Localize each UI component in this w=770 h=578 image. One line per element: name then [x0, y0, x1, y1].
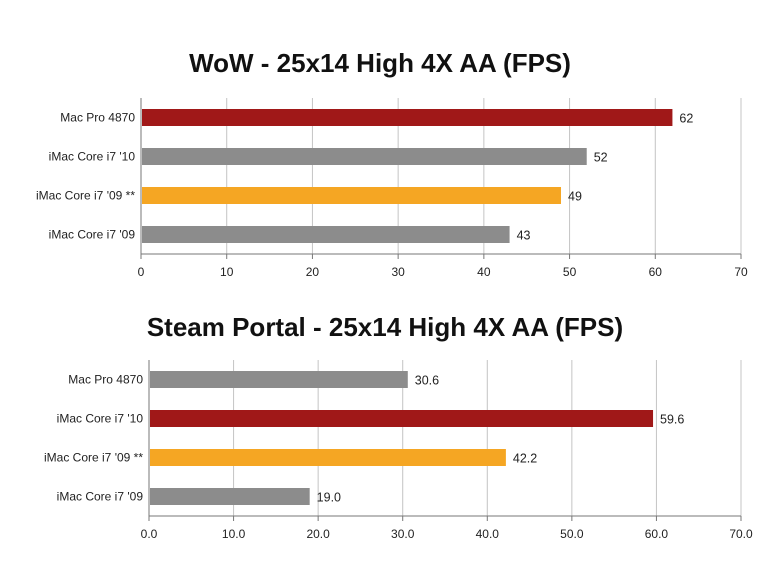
- category-label: Mac Pro 4870: [68, 373, 143, 387]
- chart-plot-portal: 0.0 10.0 20.0 30.0 40.0 50.0 60.0 70.0 Mac Pro 4…: [44, 360, 753, 541]
- bar: [150, 449, 506, 466]
- x-tick-label: 70.0: [729, 527, 753, 541]
- bar: [150, 410, 654, 427]
- category-label: iMac Core i7 '09: [57, 490, 144, 504]
- chart-portal: Steam Portal - 25x14 High 4X AA (FPS) 0.…: [0, 290, 770, 578]
- chart-wow: WoW - 25x14 High 4X AA (FPS) 0 10 20 30 40 50…: [36, 48, 748, 279]
- data-label: 19.0: [317, 491, 341, 505]
- category-label: iMac Core i7 '10: [57, 412, 144, 426]
- x-tick-label: 30: [391, 265, 405, 279]
- data-label: 59.6: [660, 413, 684, 427]
- chart-plot-wow: 0 10 20 30 40 50 60 70 Mac Pro 4870 62 iMac Core i…: [36, 98, 748, 279]
- x-tick-label: 10: [220, 265, 234, 279]
- category-label: iMac Core i7 '09: [49, 228, 136, 242]
- bar: [142, 226, 510, 243]
- x-tick-label: 30.0: [391, 527, 415, 541]
- category-label: iMac Core i7 '10: [49, 150, 136, 164]
- category-label: iMac Core i7 '09 **: [44, 451, 143, 465]
- x-tick-label: 50: [563, 265, 577, 279]
- chart-title: WoW - 25x14 High 4X AA (FPS): [189, 48, 571, 78]
- bar: [142, 109, 673, 126]
- bar: [142, 187, 561, 204]
- x-tick-label: 60: [649, 265, 663, 279]
- x-tick-label: 20: [306, 265, 320, 279]
- data-label: 62: [679, 112, 693, 126]
- data-label: 43: [517, 229, 531, 243]
- bar: [150, 488, 310, 505]
- data-label: 42.2: [513, 452, 537, 466]
- chart-title: Steam Portal - 25x14 High 4X AA (FPS): [146, 312, 624, 342]
- x-tick-label: 10.0: [222, 527, 246, 541]
- x-tick-label: 0: [138, 265, 145, 279]
- data-label: 49: [568, 190, 582, 204]
- x-tick-label: 50.0: [560, 527, 584, 541]
- bar: [142, 148, 587, 165]
- x-tick-label: 0.0: [141, 527, 158, 541]
- bar: [150, 371, 408, 388]
- x-tick-label: 40.0: [476, 527, 500, 541]
- data-label: 30.6: [415, 374, 439, 388]
- x-tick-label: 20.0: [306, 527, 330, 541]
- x-tick-label: 40: [477, 265, 491, 279]
- data-label: 52: [594, 151, 608, 165]
- category-label: Mac Pro 4870: [60, 111, 135, 125]
- x-tick-label: 60.0: [645, 527, 669, 541]
- x-tick-label: 70: [734, 265, 748, 279]
- category-label: iMac Core i7 '09 **: [36, 189, 135, 203]
